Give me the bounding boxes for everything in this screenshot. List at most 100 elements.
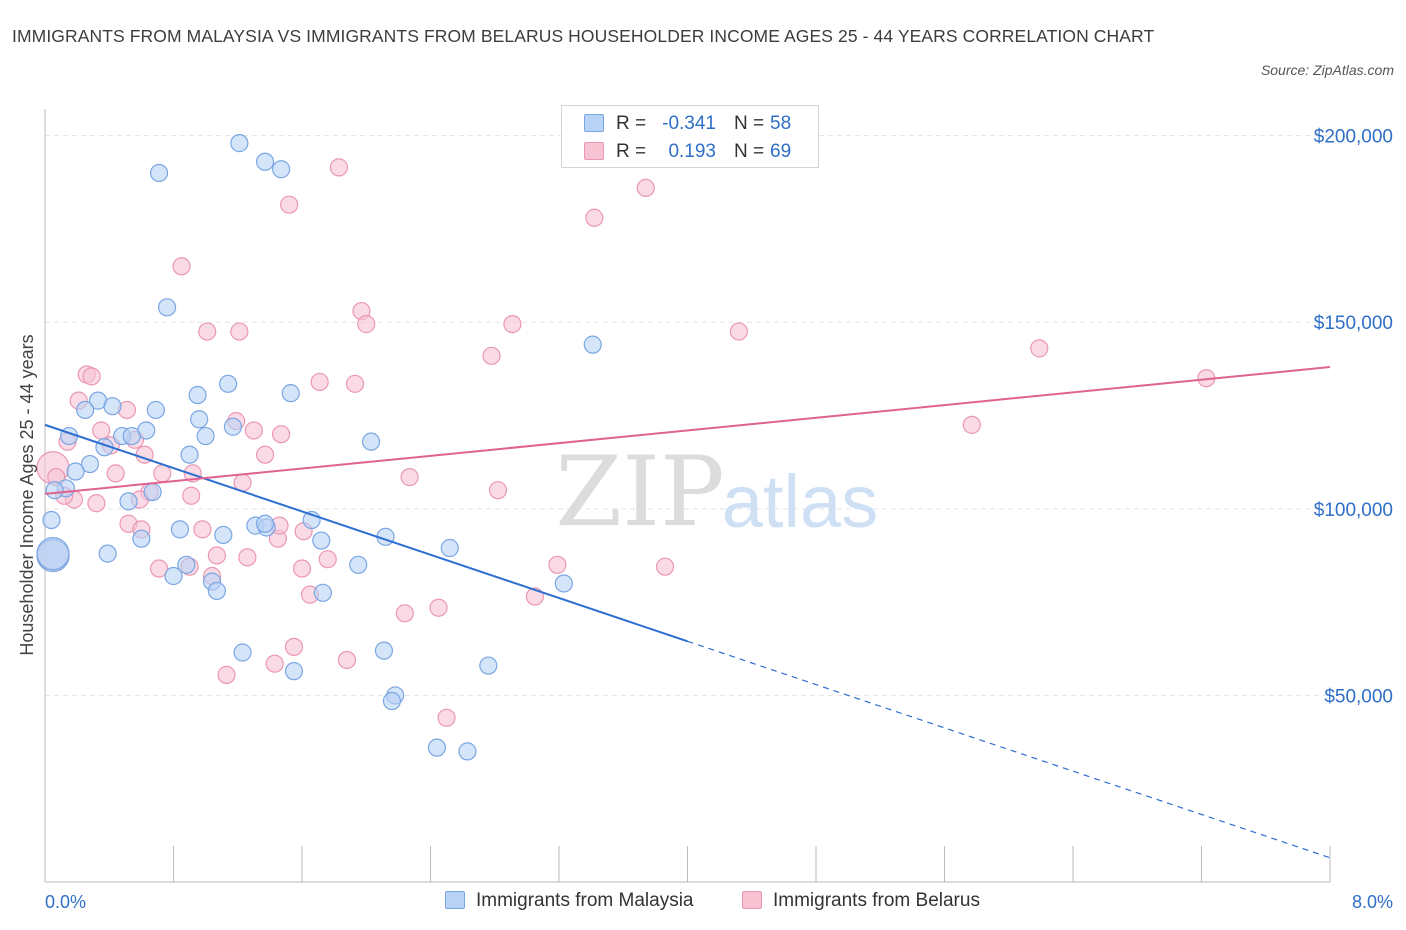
malaysia-point <box>177 555 196 574</box>
belarus-point <box>284 637 304 657</box>
belarus-point <box>488 481 508 500</box>
malaysia-point <box>207 581 226 601</box>
malaysia-point <box>98 544 117 563</box>
belarus-point <box>357 315 376 334</box>
belarus-point <box>329 158 349 177</box>
malaysia-point <box>164 566 183 586</box>
legend-label-malaysia: Immigrants from Malaysia <box>476 890 694 911</box>
belarus-point <box>265 654 284 673</box>
source-label: Source: ZipAtlas.com <box>1260 62 1394 78</box>
r-label: R = <box>616 113 647 134</box>
malaysia-point <box>170 520 190 539</box>
malaysia-point <box>132 529 151 548</box>
belarus-point <box>172 257 191 276</box>
malaysia-point <box>103 397 122 416</box>
belarus-point <box>238 548 257 567</box>
watermark-atlas: atlas <box>722 460 878 543</box>
axis-ticks <box>44 846 1331 882</box>
malaysia-point <box>281 384 300 403</box>
belarus-point <box>153 464 172 483</box>
belarus-point <box>1030 339 1049 358</box>
belarus-point <box>149 559 169 578</box>
grid <box>45 135 1335 696</box>
malaysia-point <box>196 426 215 446</box>
malaysia-point <box>146 400 165 420</box>
belarus-point <box>207 546 226 565</box>
malaysia-point <box>149 163 169 183</box>
malaysia-trend-extension <box>687 640 1331 859</box>
malaysia-point <box>45 481 64 500</box>
correlation-legend: R = -0.341 N = 58 R = 0.193 N = 69 <box>561 105 819 168</box>
belarus-point <box>87 494 106 513</box>
n-label: N = <box>734 141 765 162</box>
malaysia-point <box>458 742 477 761</box>
malaysia-point <box>374 641 394 660</box>
belarus-point <box>429 598 448 617</box>
belarus-point <box>345 374 365 393</box>
malaysia-point <box>312 531 331 550</box>
malaysia-point <box>255 514 275 533</box>
malaysia-point <box>349 555 368 574</box>
belarus-point <box>272 425 291 444</box>
belarus-point <box>82 367 101 386</box>
malaysia-trend-line <box>44 423 688 643</box>
x-tick-label: 0.0% <box>45 892 86 912</box>
x-tick-label: 8.0% <box>1352 892 1393 912</box>
malaysia-point <box>76 400 95 420</box>
malaysia-point <box>284 662 304 681</box>
belarus-point <box>244 421 263 440</box>
malaysia-point <box>233 643 252 662</box>
belarus-point <box>729 322 749 341</box>
belarus-point <box>106 464 125 483</box>
malaysia-points <box>36 134 602 761</box>
belarus-point <box>400 468 419 487</box>
malaysia-point <box>554 574 573 593</box>
malaysia-point <box>230 134 249 153</box>
belarus-point <box>655 557 675 576</box>
belarus-point <box>318 550 337 569</box>
malaysia-point <box>382 691 402 711</box>
malaysia-point <box>427 738 447 757</box>
belarus-point <box>437 708 456 727</box>
malaysia-point <box>255 152 275 171</box>
belarus-point <box>92 421 111 440</box>
belarus-point <box>337 650 357 670</box>
malaysia-point <box>361 432 381 451</box>
belarus-swatch <box>584 142 604 160</box>
belarus-point <box>585 208 604 227</box>
malaysia-point <box>272 160 291 179</box>
belarus-point <box>193 520 212 539</box>
y-axis-label: Householder Income Ages 25 - 44 years <box>17 334 37 655</box>
malaysia-point <box>143 482 162 502</box>
malaysia-point <box>42 510 61 530</box>
r-value: 0.193 <box>668 141 716 162</box>
belarus-point <box>503 315 522 334</box>
belarus-point <box>292 559 312 578</box>
belarus-legend-swatch <box>742 891 762 909</box>
n-value: 69 <box>770 141 792 162</box>
malaysia-legend-swatch <box>445 891 465 909</box>
malaysia-point <box>223 417 243 436</box>
belarus-point <box>548 555 567 574</box>
n-label: N = <box>734 113 765 134</box>
belarus-point <box>962 415 981 434</box>
malaysia-point <box>583 335 602 354</box>
y-tick-label: $100,000 <box>1314 500 1393 521</box>
r-value: -0.341 <box>662 113 716 134</box>
belarus-trend-line <box>44 366 1331 495</box>
malaysia-point <box>157 298 177 317</box>
malaysia-point <box>180 445 199 464</box>
malaysia-point <box>313 583 332 602</box>
y-tick-label: $50,000 <box>1324 686 1393 707</box>
belarus-point <box>217 665 236 684</box>
malaysia-point <box>190 410 209 429</box>
belarus-point <box>482 346 501 365</box>
malaysia-point <box>36 537 70 571</box>
belarus-point <box>636 178 655 198</box>
malaysia-point <box>214 525 233 545</box>
belarus-point <box>255 445 275 464</box>
belarus-point <box>230 322 249 341</box>
malaysia-point <box>122 426 141 446</box>
